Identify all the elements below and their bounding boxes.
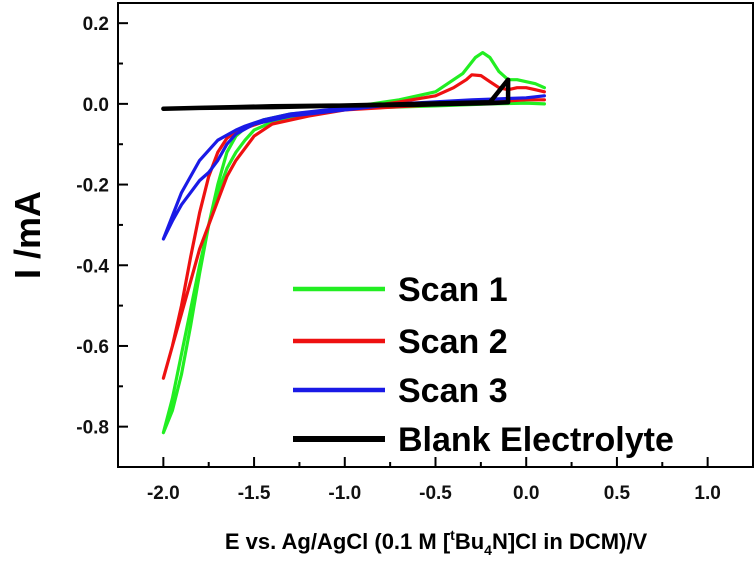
legend-label-3: Scan 3 xyxy=(398,372,508,410)
x-tick-label: -1.5 xyxy=(238,483,271,504)
x-axis-title-part-2: Bu xyxy=(455,529,484,554)
legend: Scan 1 Scan 2 Scan 3 Blank Electrolyte xyxy=(293,271,674,459)
tick-layer: -2.0 -1.5 -1.0 -0.5 0.0 0.5 1.0 0.2 0.0 -0.2 -0.4 -… xyxy=(76,14,721,504)
y-tick-label: -0.4 xyxy=(76,256,109,277)
series-layer xyxy=(161,51,546,435)
legend-label-1: Scan 1 xyxy=(398,271,508,309)
legend-label-2: Scan 2 xyxy=(398,323,508,361)
x-axis-title-part-1: E vs. Ag/AgCl (0.1 M [ xyxy=(225,529,451,554)
y-tick-label: 0.0 xyxy=(83,95,109,116)
x-axis-title-subscript: 4 xyxy=(484,542,492,558)
legend-label-4: Blank Electrolyte xyxy=(398,421,674,459)
x-tick-label: -0.5 xyxy=(419,483,452,504)
x-tick-label: 0.0 xyxy=(513,483,539,504)
y-tick-label: -0.6 xyxy=(76,337,109,358)
y-axis-title: I /mA xyxy=(7,191,48,279)
y-tick-label: -0.8 xyxy=(76,418,109,439)
x-axis-title: E vs. Ag/AgCl (0.1 M [tBu4N]Cl in DCM)/V xyxy=(225,527,648,558)
x-axis-title-superscript: t xyxy=(450,527,455,543)
x-axis-title-part-3: N]Cl in DCM)/V xyxy=(492,529,648,554)
series-line-3 xyxy=(161,94,546,241)
x-tick-label: -1.0 xyxy=(328,483,361,504)
x-tick-label: 0.5 xyxy=(604,483,631,504)
x-tick-label: -2.0 xyxy=(147,483,180,504)
y-tick-label: -0.2 xyxy=(76,176,109,197)
series-line-4 xyxy=(161,77,511,111)
y-tick-label: 0.2 xyxy=(83,14,109,35)
x-tick-label: 1.0 xyxy=(694,483,720,504)
